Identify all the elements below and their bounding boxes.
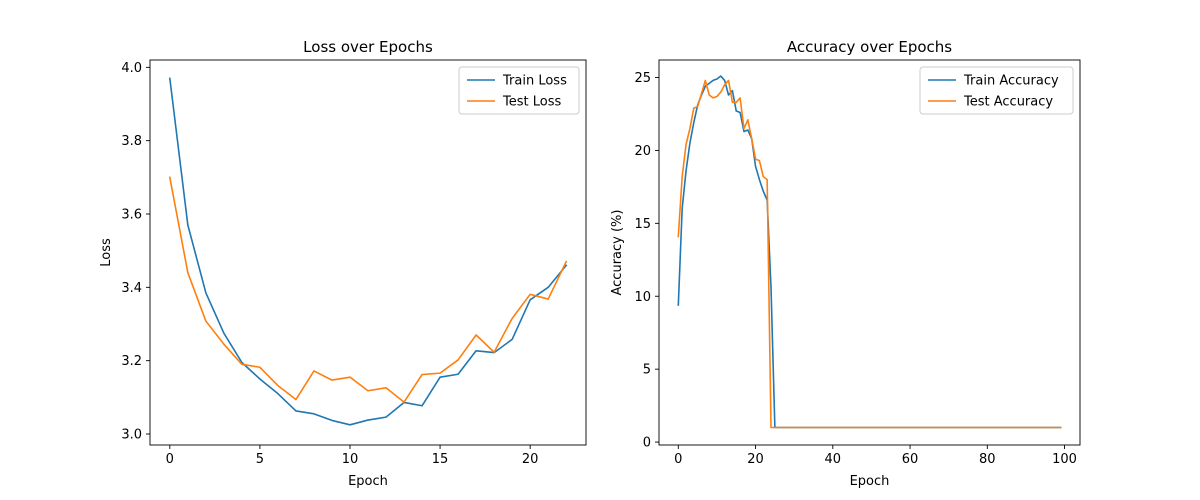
series-line-test-loss: [168, 176, 568, 403]
legend-label: Test Accuracy: [963, 95, 1053, 110]
y-tick-label: 25: [634, 71, 651, 86]
y-tick-label: 5: [643, 363, 651, 378]
legend-label: Train Loss: [502, 74, 567, 89]
legend-label: Test Loss: [502, 95, 561, 110]
x-tick-label: 100: [1052, 452, 1077, 467]
x-tick-label: 60: [902, 452, 919, 467]
x-tick-label: 80: [979, 452, 996, 467]
y-tick-label: 4.0: [121, 61, 142, 76]
series-line-test-accuracy: [677, 79, 1062, 429]
x-axis-label: Epoch: [850, 474, 890, 489]
accuracy-chart: Accuracy over Epochs 0 20 40 60 80 100 0 5 10 15 20…: [610, 38, 1081, 489]
y-axis-label: Loss: [99, 238, 114, 267]
y-tick-label: 3.8: [121, 134, 142, 149]
x-tick-label: 5: [256, 452, 264, 467]
x-tick-label: 20: [747, 452, 764, 467]
series-line-train-accuracy: [677, 75, 1062, 429]
y-tick-label: 3.4: [121, 281, 142, 296]
series-line-train-loss: [168, 77, 568, 426]
y-tick-label: 10: [634, 290, 651, 305]
x-tick-label: 15: [432, 452, 449, 467]
x-axis-label: Epoch: [348, 474, 388, 489]
legend-label: Train Accuracy: [963, 74, 1059, 89]
loss-chart: Loss over Epochs 0 5 10 15 20 3.0 3.2 3.4 3.6 3.8 4…: [99, 38, 587, 489]
y-tick-label: 0: [643, 436, 651, 451]
x-tick-label: 0: [166, 452, 174, 467]
x-tick-label: 10: [342, 452, 359, 467]
y-tick-label: 20: [634, 144, 651, 159]
x-tick-label: 40: [825, 452, 842, 467]
y-axis-label: Accuracy (%): [610, 210, 625, 296]
y-tick-label: 3.2: [121, 354, 142, 369]
y-tick-label: 3.6: [121, 208, 142, 223]
chart-title: Loss over Epochs: [303, 38, 433, 56]
legend-box: [458, 66, 580, 115]
y-tick-label: 3.0: [121, 428, 142, 443]
legend-box: [919, 66, 1074, 115]
plot-frame: [658, 59, 1081, 446]
plot-frame: [149, 59, 587, 446]
chart-title: Accuracy over Epochs: [787, 38, 952, 56]
y-tick-label: 15: [634, 217, 651, 232]
x-tick-label: 20: [522, 452, 539, 467]
x-tick-label: 0: [674, 452, 682, 467]
